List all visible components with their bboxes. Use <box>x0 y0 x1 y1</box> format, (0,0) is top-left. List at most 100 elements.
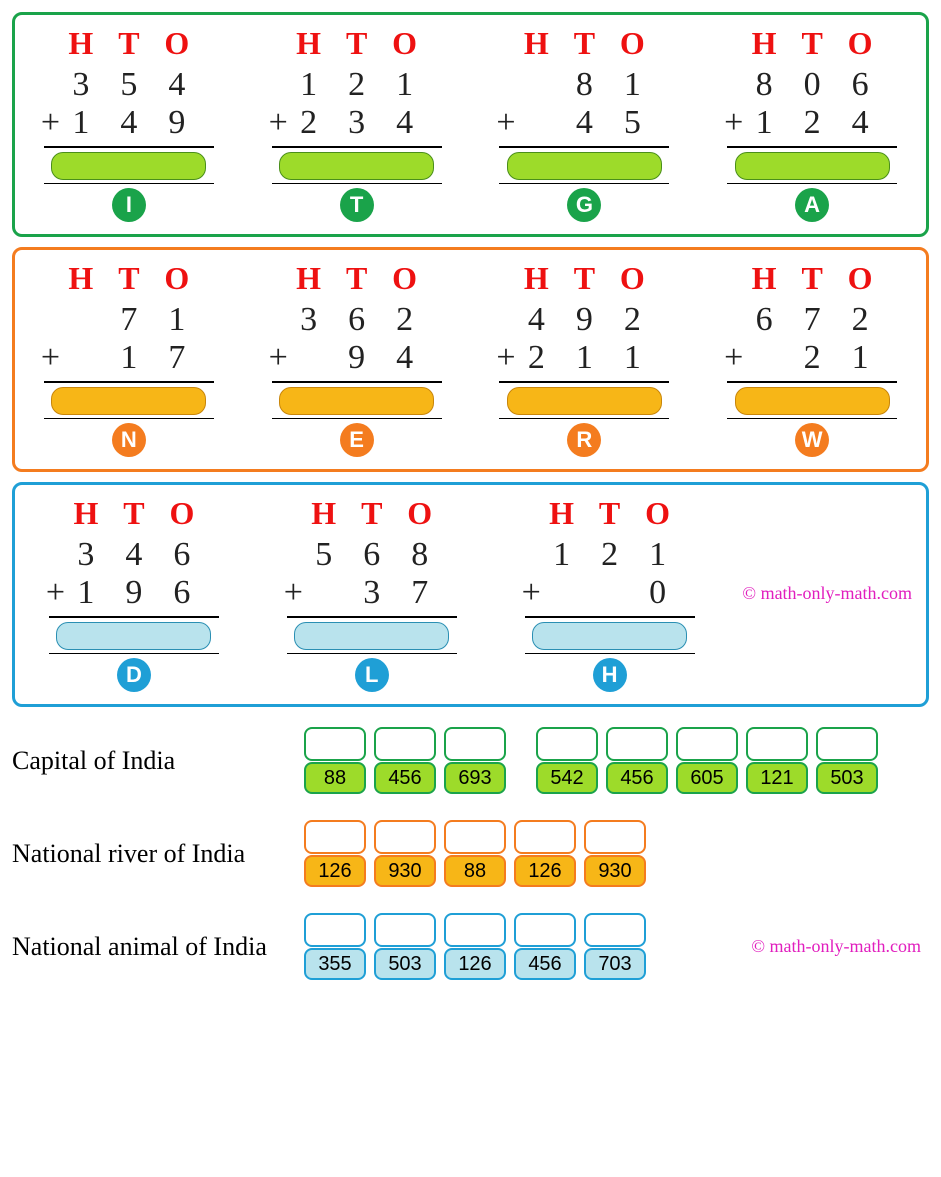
letter-badge: W <box>795 423 829 457</box>
addition-problem: HTO492+211R <box>479 260 689 457</box>
addend-row: +94 <box>295 339 419 377</box>
decode-box-pair: 703 <box>584 913 646 980</box>
answer-slot[interactable] <box>735 387 890 415</box>
hto-header: HTO <box>67 25 191 62</box>
decode-answer-slot[interactable] <box>444 913 506 947</box>
decode-value: 930 <box>374 855 436 887</box>
plus-sign: + <box>724 104 743 142</box>
sum-line <box>499 381 669 383</box>
decode-answer-slot[interactable] <box>514 913 576 947</box>
digit: 3 <box>358 574 386 612</box>
digit <box>522 66 550 104</box>
decode-answer-slot[interactable] <box>374 913 436 947</box>
hto-col: O <box>846 260 874 297</box>
decode-answer-slot[interactable] <box>816 727 878 761</box>
answer-slot[interactable] <box>507 387 662 415</box>
answer-slot[interactable] <box>735 152 890 180</box>
decode-answer-slot[interactable] <box>304 820 366 854</box>
decode-section: Capital of India88456693542456605121503N… <box>12 727 929 980</box>
hto-col: O <box>391 25 419 62</box>
hto-col: T <box>358 495 386 532</box>
sum-line <box>272 146 442 148</box>
digit: 1 <box>846 339 874 377</box>
answer-slot[interactable] <box>532 622 687 650</box>
sum-line <box>727 381 897 383</box>
digit: 0 <box>644 574 672 612</box>
addend-row: +21 <box>750 339 874 377</box>
decode-answer-slot[interactable] <box>444 820 506 854</box>
hto-col: H <box>67 25 95 62</box>
decode-value: 503 <box>816 762 878 794</box>
letter-badge: E <box>340 423 374 457</box>
decode-box-pair: 126 <box>304 820 366 887</box>
digit <box>67 339 95 377</box>
decode-value: 456 <box>374 762 436 794</box>
decode-box-pair: 930 <box>374 820 436 887</box>
sum-line <box>44 146 214 148</box>
digit: 4 <box>391 339 419 377</box>
digit: 7 <box>406 574 434 612</box>
decode-answer-slot[interactable] <box>536 727 598 761</box>
digit: 1 <box>115 339 143 377</box>
hto-col: T <box>343 260 371 297</box>
addend-row: +149 <box>67 104 191 142</box>
decode-box-pair: 121 <box>746 727 808 794</box>
decode-value: 693 <box>444 762 506 794</box>
credit-text: © math-only-math.com <box>742 583 912 604</box>
answer-slot[interactable] <box>51 387 206 415</box>
letter-badge: A <box>795 188 829 222</box>
digit: 6 <box>168 536 196 574</box>
sum-line <box>44 381 214 383</box>
plus-sign: + <box>46 574 65 612</box>
decode-answer-slot[interactable] <box>606 727 668 761</box>
digit: 1 <box>548 536 576 574</box>
hto-col: O <box>644 495 672 532</box>
decode-box-pair: 693 <box>444 727 506 794</box>
decode-answer-slot[interactable] <box>584 913 646 947</box>
digit: 7 <box>115 301 143 339</box>
letter-badge: I <box>112 188 146 222</box>
decode-answer-slot[interactable] <box>304 913 366 947</box>
hto-header: HTO <box>295 260 419 297</box>
hto-col: H <box>295 25 323 62</box>
answer-slot[interactable] <box>279 387 434 415</box>
decode-boxes: 355503126456703 <box>304 913 646 980</box>
answer-slot[interactable] <box>51 152 206 180</box>
hto-header: HTO <box>750 25 874 62</box>
digit: 1 <box>72 574 100 612</box>
decode-value: 503 <box>374 948 436 980</box>
answer-slot[interactable] <box>507 152 662 180</box>
decode-answer-slot[interactable] <box>676 727 738 761</box>
digit: 2 <box>522 339 550 377</box>
hto-col: O <box>406 495 434 532</box>
digit: 5 <box>115 66 143 104</box>
addend-row: +234 <box>295 104 419 142</box>
decode-value: 126 <box>444 948 506 980</box>
answer-slot[interactable] <box>56 622 211 650</box>
addend-row: 492 <box>522 301 646 339</box>
digit: 4 <box>391 104 419 142</box>
addend-row: 346 <box>72 536 196 574</box>
hto-header: HTO <box>522 25 646 62</box>
digit: 3 <box>67 66 95 104</box>
answer-slot[interactable] <box>294 622 449 650</box>
decode-answer-slot[interactable] <box>304 727 366 761</box>
decode-value: 126 <box>514 855 576 887</box>
decode-answer-slot[interactable] <box>444 727 506 761</box>
addend-row: +211 <box>522 339 646 377</box>
decode-answer-slot[interactable] <box>746 727 808 761</box>
digit: 1 <box>570 339 598 377</box>
plus-sign: + <box>496 104 515 142</box>
decode-value: 126 <box>304 855 366 887</box>
digit: 7 <box>798 301 826 339</box>
answer-slot[interactable] <box>279 152 434 180</box>
hto-header: HTO <box>310 495 434 532</box>
decode-row: National animal of India355503126456703©… <box>12 913 929 980</box>
decode-answer-slot[interactable] <box>374 727 436 761</box>
decode-answer-slot[interactable] <box>374 820 436 854</box>
digit: 8 <box>406 536 434 574</box>
decode-answer-slot[interactable] <box>514 820 576 854</box>
hto-col: T <box>570 260 598 297</box>
decode-answer-slot[interactable] <box>584 820 646 854</box>
decode-value: 88 <box>444 855 506 887</box>
